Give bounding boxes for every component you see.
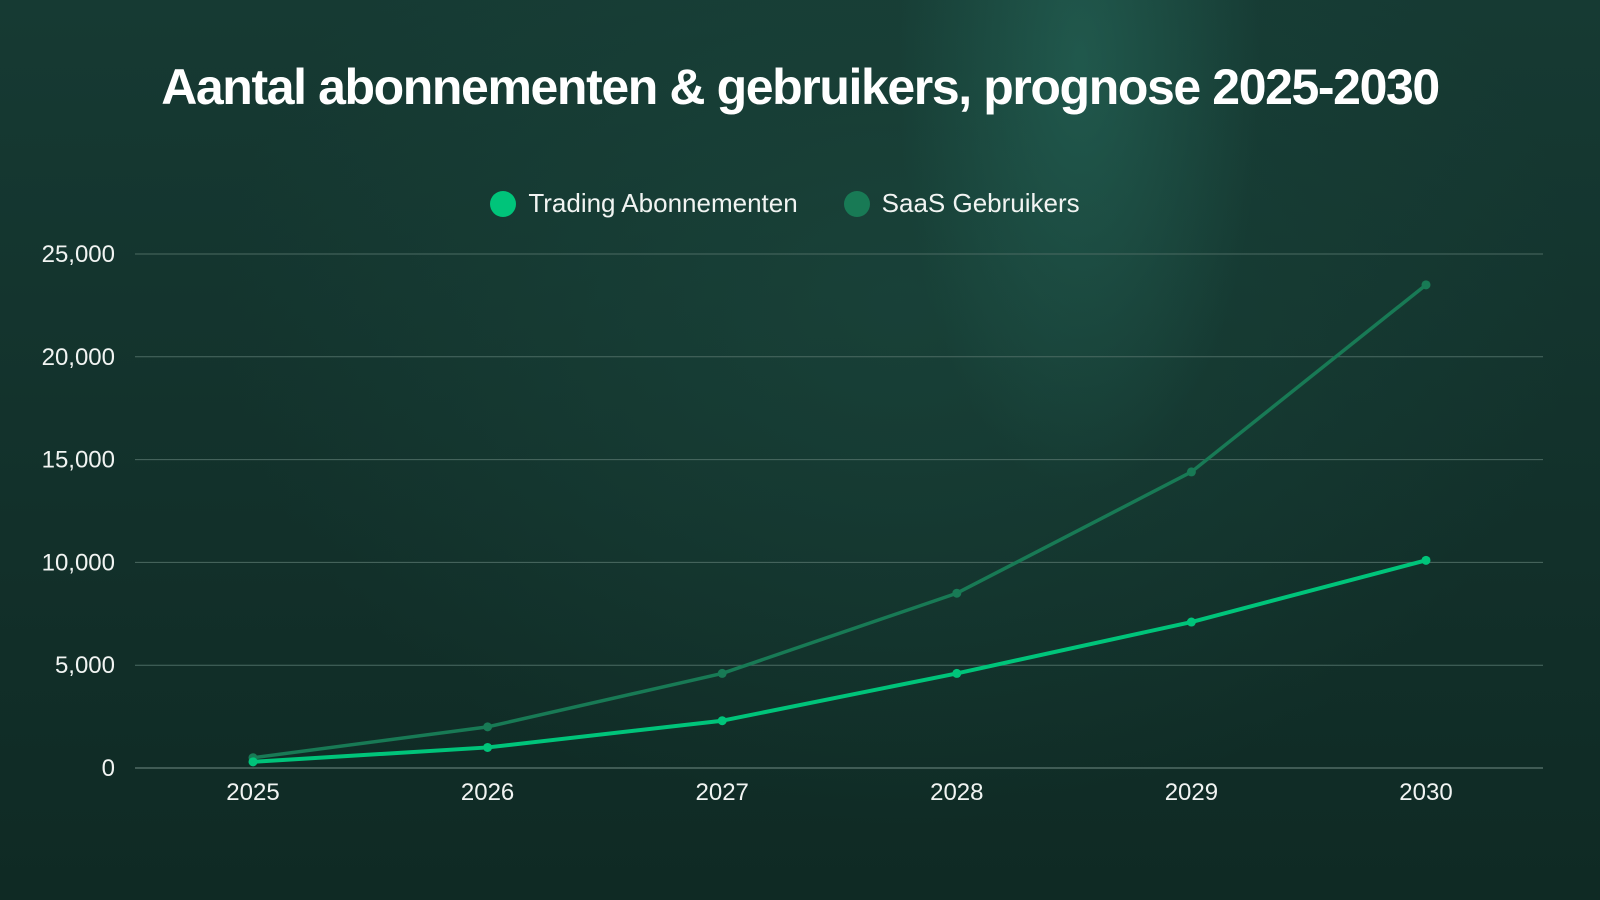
x-tick-label: 2025 — [226, 779, 279, 806]
x-tick-label: 2027 — [696, 779, 749, 806]
data-point[interactable] — [1186, 617, 1196, 627]
legend: Trading Abonnementen SaaS Gebruikers — [0, 188, 1585, 219]
y-tick-label: 25,000 — [42, 241, 115, 268]
gridlines — [135, 253, 1543, 769]
legend-label-saas: SaaS Gebruikers — [881, 188, 1080, 218]
series-lines — [248, 280, 1431, 767]
data-point[interactable] — [1421, 555, 1431, 565]
x-axis-ticks: 2025 2026 2027 2028 2029 2030 — [226, 779, 1452, 806]
y-tick-label: 0 — [102, 755, 115, 782]
legend-item-saas[interactable]: SaaS Gebruikers — [843, 188, 1080, 219]
x-tick-label: 2026 — [461, 779, 514, 806]
y-tick-label: 20,000 — [42, 344, 115, 371]
series-saas — [248, 280, 1431, 763]
y-tick-label: 15,000 — [42, 447, 115, 474]
x-tick-label: 2028 — [930, 779, 983, 806]
data-point[interactable] — [483, 722, 493, 732]
legend-label-trading: Trading Abonnementen — [528, 188, 798, 218]
legend-item-trading[interactable]: Trading Abonnementen — [490, 188, 798, 219]
data-point[interactable] — [717, 716, 727, 726]
y-tick-label: 10,000 — [42, 549, 115, 576]
legend-swatch-trading-icon — [490, 190, 517, 217]
data-point[interactable] — [717, 668, 727, 678]
chart-title: Aantal abonnementen & gebruikers, progno… — [161, 59, 1440, 115]
x-tick-label: 2030 — [1399, 779, 1452, 806]
legend-swatch-saas-icon — [843, 190, 870, 217]
data-point[interactable] — [952, 588, 962, 598]
series-trading — [248, 555, 1431, 767]
data-point[interactable] — [1421, 280, 1431, 290]
data-point[interactable] — [483, 742, 493, 752]
x-tick-label: 2029 — [1165, 779, 1218, 806]
data-point[interactable] — [952, 668, 962, 678]
y-axis-ticks: 0 5,000 10,000 15,000 20,000 25,000 — [42, 241, 115, 782]
data-point[interactable] — [248, 757, 258, 767]
data-point[interactable] — [1186, 467, 1196, 477]
y-tick-label: 5,000 — [55, 652, 115, 679]
